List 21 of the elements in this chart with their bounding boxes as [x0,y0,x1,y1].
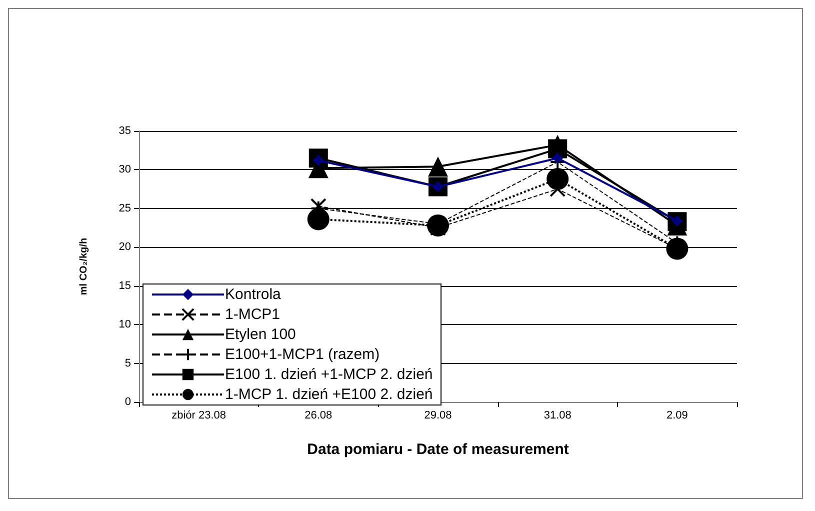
y-tick-label: 15 [118,280,131,292]
x-tick-label: 31.08 [544,410,572,422]
y-tick-label: 0 [124,396,131,408]
x-tick-label: zbiór 23.08 [172,410,226,422]
y-axis-title: ml CO₂/kg/h [78,238,90,296]
y-tick-label: 25 [118,202,131,214]
y-tick-label: 30 [118,164,131,176]
legend-label: Kontrola [225,286,282,303]
legend-label: E100+1-MCP1 (razem) [225,346,380,363]
legend-label: Etylen 100 [225,326,296,343]
x-tick-label: 26.08 [304,410,332,422]
y-tick-label: 5 [124,357,131,370]
x-axis-title: Data pomiaru - Date of measurement [307,441,569,458]
y-tick-label: 20 [118,241,131,254]
legend-label: E100 1. dzień +1-MCP 2. dzień [225,366,433,383]
x-tick-label: 2.09 [666,410,688,422]
legend-label: 1-MCP1 [225,306,280,323]
y-tick-label: 10 [118,318,131,331]
x-tick-label: 29.08 [424,410,452,422]
y-tick-label: 35 [118,125,131,137]
legend-label: 1-MCP 1. dzień +E100 2. dzień [225,386,433,403]
